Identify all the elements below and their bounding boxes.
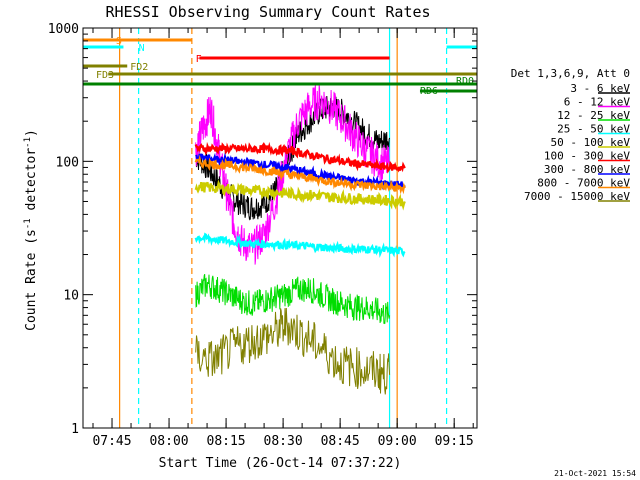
x-tick-label: 07:45 <box>92 434 131 449</box>
legend-title: Det 1,3,6,9, Att 0 <box>511 67 630 80</box>
x-tick-label: 08:15 <box>207 434 246 449</box>
x-tick-label: 08:00 <box>149 434 188 449</box>
y-tick-label: 1000 <box>48 22 79 37</box>
legend-entry-label: 25 - 50 keV <box>557 123 630 136</box>
legend-entry-label: 3 - 6 keV <box>570 82 630 95</box>
status-label-fd2: FD2 <box>130 62 148 73</box>
x-axis-label: Start Time (26-Oct-14 07:37:22) <box>159 456 402 471</box>
legend-entry-label: 100 - 300 keV <box>544 150 630 163</box>
legend-entry-label: 800 - 7000 keV <box>537 177 630 190</box>
series-line-3 <box>194 232 406 258</box>
x-tick-label: 09:15 <box>435 434 474 449</box>
status-label-rd0: RD0 <box>456 76 474 87</box>
status-label-f: F <box>196 54 202 65</box>
series-line-8 <box>195 307 391 395</box>
legend-entry-label: 7000 - 15000 keV <box>524 190 630 203</box>
y-tick-label: 10 <box>63 289 79 304</box>
series-line-5 <box>194 141 406 174</box>
status-label-fd3: FD3 <box>96 70 114 81</box>
series-line-4 <box>194 179 406 211</box>
y-tick-label: 1 <box>71 422 79 437</box>
legend-entry-label: 6 - 12 keV <box>564 96 631 109</box>
legend-entry-label: 300 - 800 keV <box>544 163 630 176</box>
chart-title: RHESSI Observing Summary Count Rates <box>105 3 430 21</box>
series-line-6 <box>195 152 406 191</box>
legend-entry-label: 50 - 100 keV <box>551 136 631 149</box>
y-tick-label: 100 <box>56 155 79 170</box>
legend-entry-label: 12 - 25 keV <box>557 109 630 122</box>
status-label-rd6: RD6 <box>420 86 438 97</box>
plot-frame <box>82 27 478 429</box>
series-line-2 <box>195 273 391 325</box>
y-axis-label: Count Rate (s-1 detector-1) <box>23 129 39 331</box>
series-line-7 <box>194 154 406 195</box>
status-label-s: S <box>116 36 122 47</box>
x-tick-label: 08:30 <box>264 434 303 449</box>
status-label-n: N <box>139 43 145 54</box>
timestamp: 21-Oct-2021 15:54 <box>554 469 636 478</box>
x-tick-label: 09:00 <box>378 434 417 449</box>
x-tick-label: 08:45 <box>321 434 360 449</box>
